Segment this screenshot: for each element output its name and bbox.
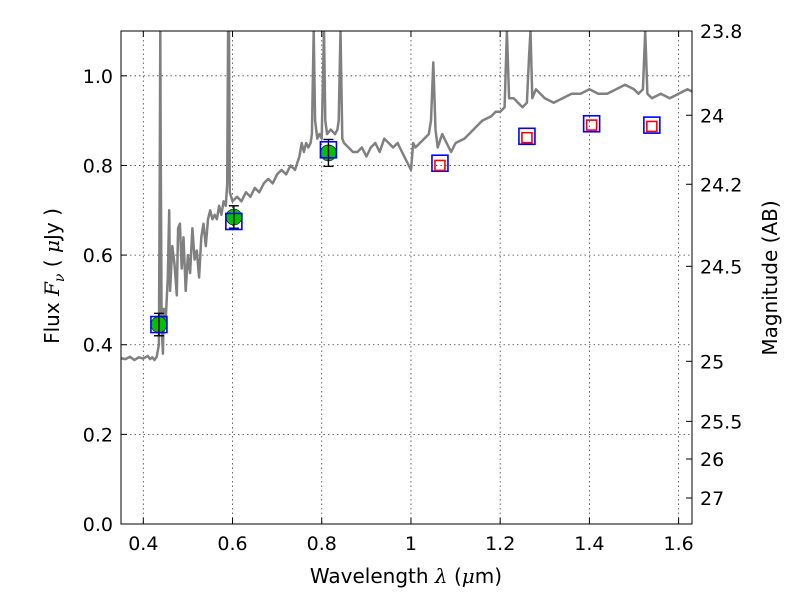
y-tick-label: 0.0	[83, 514, 113, 536]
model-flux-square	[582, 114, 601, 133]
x-tick-label: 0.8	[307, 533, 337, 555]
y2-tick-label: 25	[700, 351, 724, 373]
y2-tick-label: 23.8	[700, 21, 742, 43]
x-tick-label: 0.4	[128, 533, 158, 555]
predicted-flux-square	[585, 119, 598, 131]
plot-area	[121, 31, 692, 362]
plot-frame	[120, 30, 693, 525]
series-group	[121, 31, 692, 362]
x-axis-label: Wavelength λ (μm)	[310, 564, 502, 588]
x-tick-label: 1.2	[485, 533, 515, 555]
model-flux-square	[643, 116, 661, 134]
model-spectrum-line	[121, 31, 692, 362]
axis-ticks: 0.4 0.6 0.8 1 1.2 1.4 1.6 0.0 0.2 0.4 0.6 0.8 1.0 23.…	[83, 21, 743, 555]
model-flux-square	[518, 127, 536, 146]
model-flux-square	[319, 140, 338, 159]
y2-tick-label: 26	[700, 449, 724, 471]
predicted-flux-square	[521, 131, 533, 144]
right-y-axis-label: Magnitude (AB)	[758, 200, 782, 355]
y-tick-label: 0.6	[83, 245, 113, 267]
y-tick-label: 0.4	[83, 335, 113, 357]
y-tick-label: 0.8	[83, 155, 113, 177]
x-tick-label: 1	[405, 533, 417, 555]
y2-tick-label: 24.5	[700, 256, 742, 278]
y2-tick-label: 25.5	[700, 411, 742, 433]
x-tick-label: 1.6	[664, 533, 694, 555]
model-flux-square	[225, 212, 243, 231]
predicted-flux-square	[434, 159, 446, 172]
predicted-flux-square	[646, 120, 658, 133]
y-tick-label: 1.0	[83, 66, 113, 88]
y2-tick-label: 24	[700, 105, 724, 127]
model-flux-square	[150, 315, 168, 334]
y2-tick-label: 24.2	[700, 174, 742, 196]
y2-tick-label: 27	[700, 488, 724, 510]
x-tick-label: 0.6	[217, 533, 247, 555]
grid-lines	[121, 31, 692, 525]
y-tick-label: 0.2	[83, 424, 113, 446]
y-axis-label: Flux Fν ( μJy )	[40, 208, 68, 344]
x-tick-label: 1.4	[574, 533, 604, 555]
